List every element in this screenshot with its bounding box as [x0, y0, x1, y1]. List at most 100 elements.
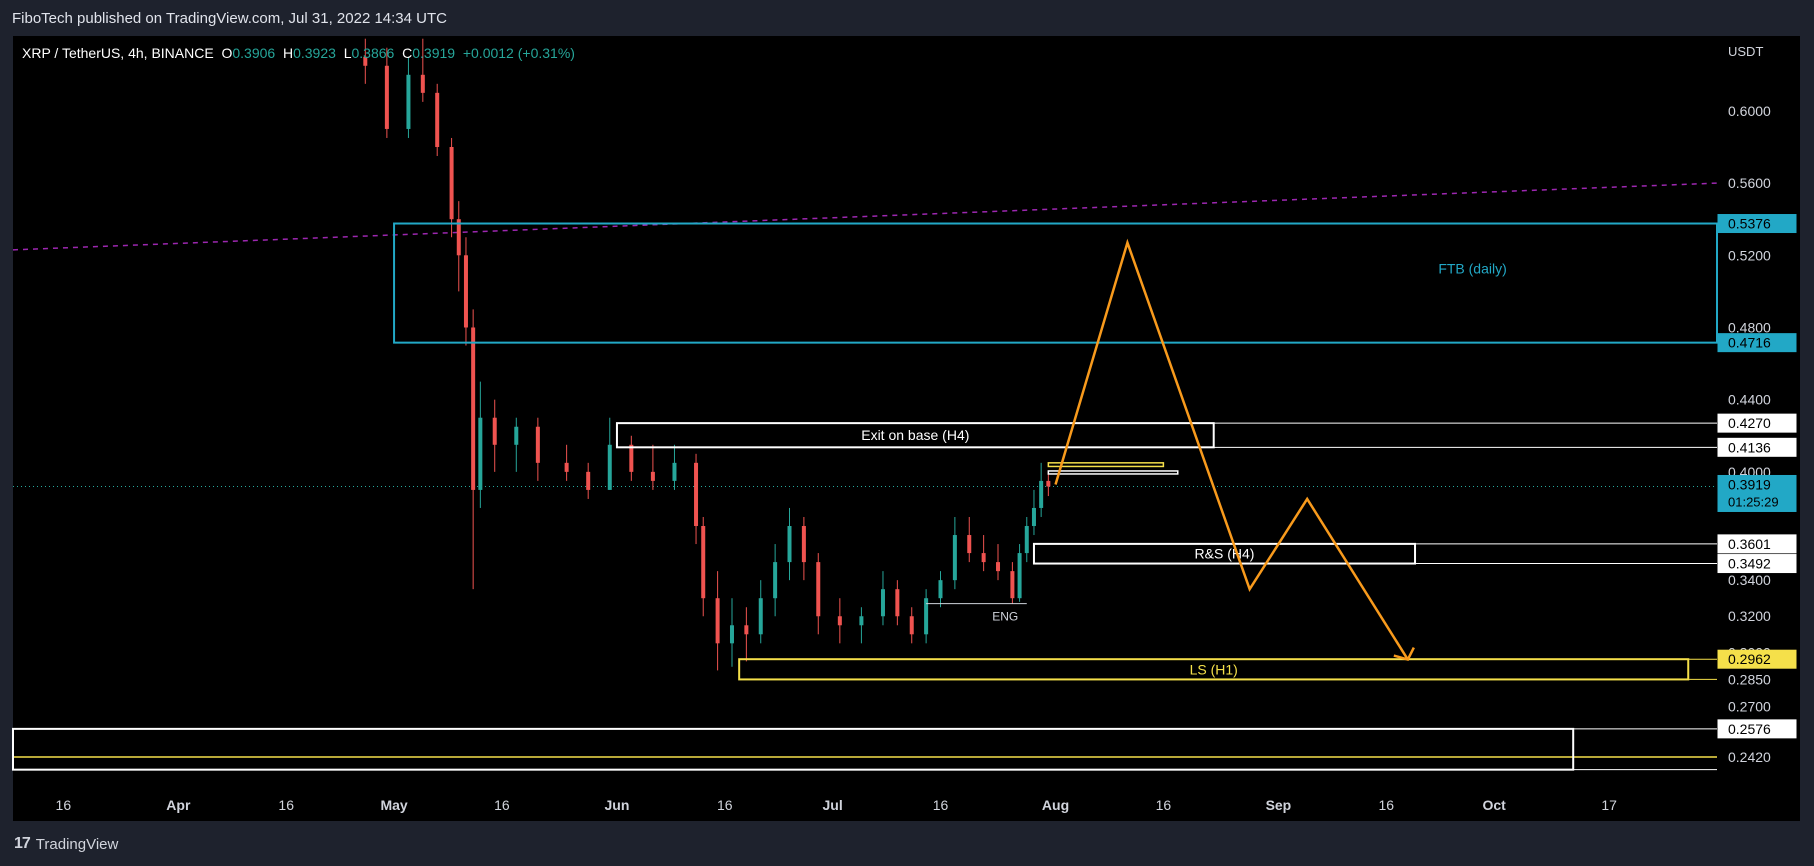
candle-body [758, 598, 763, 635]
candle-body [471, 327, 476, 490]
price-tick-label: 0.3200 [1728, 608, 1771, 624]
time-tick-label: 16 [1156, 797, 1172, 813]
projection-arrow-head [1393, 647, 1415, 662]
currency-label: USDT [1728, 44, 1763, 59]
candle-body [981, 553, 986, 563]
candle-body [1031, 507, 1036, 527]
bar-countdown-label: 01:25:29 [1728, 494, 1779, 509]
time-tick-label: Jul [823, 797, 843, 813]
candle-body [478, 417, 483, 490]
price-axis-label-box [1717, 437, 1797, 457]
zone-box [1032, 542, 1417, 565]
candle-body [952, 535, 957, 581]
candle-body [701, 526, 706, 599]
zone-label: R&S (H4) [1195, 546, 1255, 562]
candle-body [463, 255, 468, 328]
publish-bar: FiboTech published on TradingView.com, J… [0, 0, 1814, 36]
candle-body [909, 616, 914, 635]
candle-body [880, 589, 885, 617]
price-tick-label: 0.2850 [1728, 671, 1771, 687]
candle-body [859, 616, 864, 626]
candle-body [384, 65, 389, 129]
candle-body [435, 92, 440, 147]
price-axis-label: 0.2962 [1728, 651, 1771, 667]
candle-body [729, 625, 734, 644]
time-tick-label: 16 [278, 797, 294, 813]
price-axis-label: 0.3492 [1728, 556, 1771, 572]
zone-label: LS (H1) [1190, 661, 1238, 677]
candle-body [996, 562, 1001, 572]
chart-pane[interactable] [13, 36, 1800, 821]
price-tick-label: 0.2420 [1728, 749, 1771, 765]
symbol-title[interactable]: XRP / TetherUS, 4h, BINANCE [22, 45, 214, 61]
time-tick-label: Aug [1042, 797, 1069, 813]
time-tick-label: 17 [1601, 797, 1617, 813]
time-tick-label: 16 [933, 797, 949, 813]
low-value: 0.3866 [351, 45, 395, 61]
price-tick-label: 0.4400 [1728, 392, 1771, 408]
zone-box [393, 222, 1719, 344]
time-axis-panel [13, 785, 1800, 821]
price-tick-label: 0.4800 [1728, 319, 1771, 335]
close-label: C [402, 45, 413, 61]
tradingview-brand[interactable]: 17 TradingView [14, 835, 118, 853]
zone-box [615, 422, 1215, 449]
price-axis-label: 0.4136 [1728, 439, 1771, 455]
price-tick-label: 0.5200 [1728, 247, 1771, 263]
high-value: 0.3923 [293, 45, 336, 61]
candle-body [650, 471, 655, 481]
high-label: H [282, 45, 294, 61]
candle-body [816, 562, 821, 617]
time-tick-label: Jun [605, 797, 630, 813]
candle-body [837, 616, 842, 626]
price-tick-label: 0.6000 [1728, 103, 1771, 119]
time-tick-label: 16 [717, 797, 733, 813]
small-zone-box [1047, 470, 1179, 475]
price-axis-label-box [1717, 333, 1797, 353]
price-axis-label-box [1717, 413, 1797, 433]
candle-body [924, 598, 929, 635]
brand-name: TradingView [35, 835, 119, 853]
trend-line [12, 182, 1718, 251]
candle-body [456, 219, 461, 256]
change-value: +0.0012 (+0.31%) [462, 45, 575, 61]
price-axis-label: 0.4716 [1728, 335, 1771, 351]
price-axis-label: 0.3601 [1728, 536, 1771, 552]
low-label: L [343, 45, 352, 61]
symbol-legend: XRP / TetherUS, 4h, BINANCE O0.3906 H0.3… [22, 45, 575, 61]
price-axis-label-box [1717, 719, 1797, 739]
candle-body [629, 444, 634, 472]
candle-body [586, 471, 591, 490]
zone-label: Exit on base (H4) [861, 427, 969, 443]
price-axis-label: 0.5376 [1728, 216, 1771, 232]
candle-body [564, 462, 569, 472]
zone-label: FTB (daily) [1438, 261, 1506, 277]
candle-body [449, 146, 454, 220]
footer-bar [0, 821, 1814, 866]
candle-body [773, 562, 778, 599]
price-axis-label-box [1717, 554, 1797, 574]
candle-body [535, 426, 540, 463]
candle-body [715, 598, 720, 644]
time-tick-label: 16 [494, 797, 510, 813]
candle-body [672, 462, 677, 481]
price-axis-label: 0.3919 [1728, 476, 1771, 492]
candle-body [607, 444, 612, 490]
publish-info: FiboTech published on TradingView.com, J… [12, 10, 447, 27]
open-value: 0.3906 [232, 45, 276, 61]
candle-body [1046, 480, 1051, 487]
candle-body [1017, 553, 1022, 599]
annotation-label: ENG [992, 610, 1018, 624]
time-tick-label: Sep [1266, 797, 1292, 813]
time-tick-label: Apr [166, 797, 191, 813]
zone-box [738, 658, 1690, 681]
candle-body [1039, 480, 1044, 508]
candle-body [514, 426, 519, 445]
tradingview-logo-icon: 17 [14, 835, 31, 852]
candle-body [938, 580, 943, 599]
candle-body [1024, 526, 1029, 554]
price-axis-label: 0.4270 [1728, 415, 1771, 431]
time-tick-label: 16 [1378, 797, 1394, 813]
price-tick-label: 0.2700 [1728, 698, 1771, 714]
